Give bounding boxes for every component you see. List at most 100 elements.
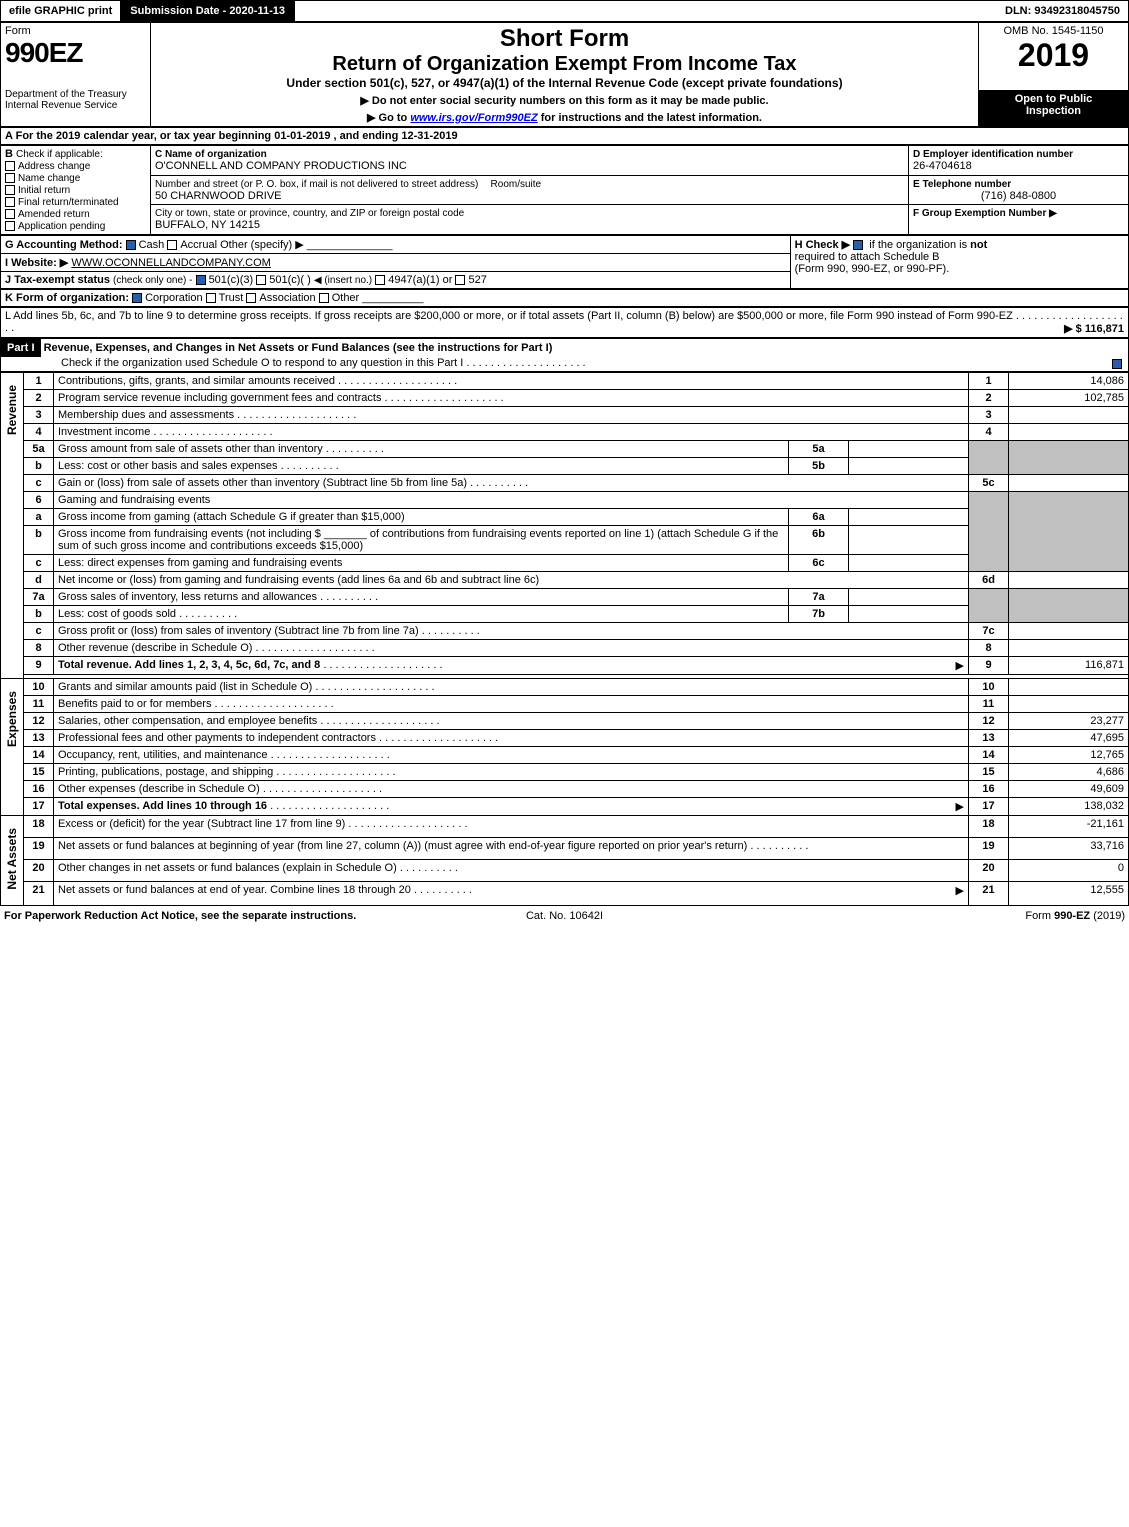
app-pending-checkbox[interactable]	[5, 221, 15, 231]
line16-n: 16	[969, 781, 1009, 798]
page-footer: For Paperwork Reduction Act Notice, see …	[0, 906, 1129, 926]
efile-label[interactable]: efile GRAPHIC print	[1, 1, 120, 21]
line16-num: 16	[24, 781, 54, 798]
line1-val: 14,086	[1009, 373, 1129, 390]
line-a-text: For the 2019 calendar year, or tax year …	[16, 130, 458, 142]
line9-n: 9	[969, 657, 1009, 675]
final-return-checkbox[interactable]	[5, 197, 15, 207]
line20-val: 0	[1009, 860, 1129, 882]
line2-num: 2	[24, 390, 54, 407]
section-e: E Telephone number (716) 848-0800	[909, 175, 1129, 205]
line5c-val	[1009, 475, 1129, 492]
amended-return-checkbox[interactable]	[5, 209, 15, 219]
k-other-checkbox[interactable]	[319, 293, 329, 303]
line14-desc: Occupancy, rent, utilities, and maintena…	[54, 747, 969, 764]
d-label: D Employer identification number	[913, 149, 1073, 160]
h-checkbox[interactable]	[853, 240, 863, 250]
line3-num: 3	[24, 407, 54, 424]
phone-value: (716) 848-0800	[913, 190, 1124, 202]
line15-n: 15	[969, 764, 1009, 781]
line6b-desc: Gross income from fundraising events (no…	[54, 526, 789, 555]
tax-year: 2019	[983, 37, 1124, 74]
line3-n: 3	[969, 407, 1009, 424]
goto-post: for instructions and the latest informat…	[538, 112, 762, 124]
line20-n: 20	[969, 860, 1009, 882]
line6d-n: 6d	[969, 572, 1009, 589]
line2-val: 102,785	[1009, 390, 1129, 407]
k-corp: Corporation	[145, 292, 202, 304]
city-state-zip: BUFFALO, NY 14215	[155, 219, 260, 231]
line3-desc: Membership dues and assessments	[54, 407, 969, 424]
part1-check-text: Check if the organization used Schedule …	[1, 357, 463, 369]
line7a-sv	[849, 589, 969, 606]
line5b-s: 5b	[789, 458, 849, 475]
line1-n: 1	[969, 373, 1009, 390]
name-change-checkbox[interactable]	[5, 173, 15, 183]
section-l-row: L Add lines 5b, 6c, and 7b to line 9 to …	[0, 307, 1129, 338]
dln-label: DLN: 93492318045750	[997, 1, 1128, 21]
footer-left: For Paperwork Reduction Act Notice, see …	[4, 910, 378, 922]
part1-schedule-o-checkbox[interactable]	[1112, 359, 1122, 369]
line5b-num: b	[24, 458, 54, 475]
line5c-num: c	[24, 475, 54, 492]
line6d-desc: Net income or (loss) from gaming and fun…	[54, 572, 969, 589]
j-note: (check only one) -	[113, 275, 192, 286]
line7b-desc: Less: cost of goods sold	[54, 606, 789, 623]
other-label: Other (specify) ▶	[220, 239, 304, 251]
j-501c3: 501(c)(3)	[209, 274, 254, 286]
line18-desc: Excess or (deficit) for the year (Subtra…	[54, 816, 969, 838]
k-assoc: Association	[259, 292, 315, 304]
website-value[interactable]: WWW.OCONNELLANDCOMPANY.COM	[71, 257, 270, 269]
part1-label: Part I	[1, 339, 41, 357]
line6-desc: Gaming and fundraising events	[54, 492, 969, 509]
accrual-checkbox[interactable]	[167, 240, 177, 250]
section-j: J Tax-exempt status (check only one) - 5…	[1, 272, 791, 289]
cash-checkbox[interactable]	[126, 240, 136, 250]
h-text2: if the organization is	[869, 239, 970, 251]
open-line1: Open to Public	[983, 93, 1124, 105]
line5-greyv	[1009, 441, 1129, 475]
addr-change-label: Address change	[18, 161, 90, 172]
l-gross-receipts: ▶ $ 116,871	[1064, 322, 1124, 335]
c-addr-label: Number and street (or P. O. box, if mail…	[155, 179, 478, 190]
h-pre: H Check ▶	[795, 239, 851, 251]
j-527-checkbox[interactable]	[455, 275, 465, 285]
title-section: Under section 501(c), 527, or 4947(a)(1)…	[155, 76, 974, 90]
line7a-num: 7a	[24, 589, 54, 606]
name-change-label: Name change	[18, 173, 80, 184]
line3-val	[1009, 407, 1129, 424]
section-c-addr: Number and street (or P. O. box, if mail…	[151, 175, 909, 205]
c-city-label: City or town, state or province, country…	[155, 208, 464, 219]
j-501c-checkbox[interactable]	[256, 275, 266, 285]
line7b-s: 7b	[789, 606, 849, 623]
j-4947: 4947(a)(1) or	[388, 274, 452, 286]
line12-val: 23,277	[1009, 713, 1129, 730]
line6d-val	[1009, 572, 1129, 589]
j-label: J Tax-exempt status	[5, 274, 110, 286]
line1-num: 1	[24, 373, 54, 390]
line11-n: 11	[969, 696, 1009, 713]
line6-grey	[969, 492, 1009, 572]
title-goto: ▶ Go to www.irs.gov/Form990EZ for instru…	[155, 111, 974, 124]
open-inspection-box: Open to Public Inspection	[979, 90, 1129, 126]
irs-link[interactable]: www.irs.gov/Form990EZ	[410, 112, 537, 124]
line5a-s: 5a	[789, 441, 849, 458]
section-h: H Check ▶ if the organization is not req…	[790, 236, 1128, 289]
section-c-city: City or town, state or province, country…	[151, 205, 909, 235]
cash-label: Cash	[139, 239, 165, 251]
omb-number: OMB No. 1545-1150	[983, 25, 1124, 37]
part1-table: Revenue 1 Contributions, gifts, grants, …	[0, 372, 1129, 906]
line9-num: 9	[24, 657, 54, 675]
line16-val: 49,609	[1009, 781, 1129, 798]
title-short-form: Short Form	[155, 25, 974, 53]
j-4947-checkbox[interactable]	[375, 275, 385, 285]
addr-change-checkbox[interactable]	[5, 161, 15, 171]
line7a-s: 7a	[789, 589, 849, 606]
k-corp-checkbox[interactable]	[132, 293, 142, 303]
k-assoc-checkbox[interactable]	[246, 293, 256, 303]
initial-return-checkbox[interactable]	[5, 185, 15, 195]
k-trust-checkbox[interactable]	[206, 293, 216, 303]
j-501c3-checkbox[interactable]	[196, 275, 206, 285]
section-c-name: C Name of organization O'CONNELL AND COM…	[151, 146, 909, 176]
line6a-sv	[849, 509, 969, 526]
